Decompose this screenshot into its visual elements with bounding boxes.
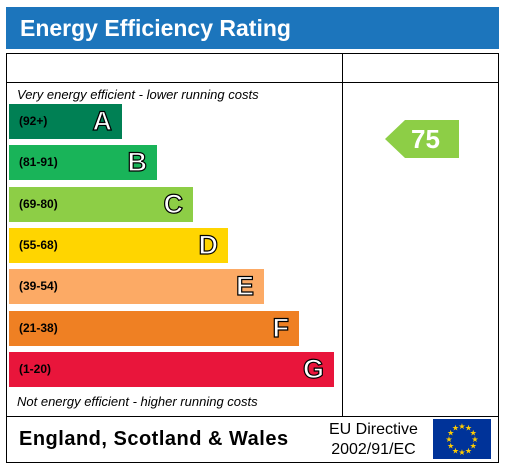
divider-bottom <box>7 416 498 417</box>
eu-star-icon: ★ <box>445 435 452 444</box>
current-rating-value: 75 <box>411 124 440 154</box>
band-letter: G <box>302 353 324 384</box>
band-letter: D <box>198 229 219 260</box>
eu-star-icon: ★ <box>470 442 477 451</box>
band-range-label: (81-91) <box>19 155 58 170</box>
eu-directive-label: EU Directive 2002/91/EC <box>329 420 418 460</box>
band-letter: B <box>127 147 148 178</box>
region-label: England, Scotland & Wales <box>19 428 289 450</box>
eu-star-icon: ★ <box>465 424 472 433</box>
eu-flag-icon: ★ ★ ★ ★ ★ ★ ★ ★ ★ ★ ★ ★ <box>433 419 491 459</box>
page-title: Energy Efficiency Rating <box>20 15 291 41</box>
eu-star-icon: ★ <box>452 446 459 455</box>
eu-star-icon: ★ <box>470 429 477 438</box>
band-letter: E <box>235 271 254 302</box>
band-f: (21-38) F <box>9 310 299 346</box>
eu-star-icon: ★ <box>471 435 478 444</box>
band-g: (1-20) G <box>9 351 334 387</box>
pointer-arrow-shape <box>385 120 459 158</box>
note-not-efficient: Not energy efficient - higher running co… <box>17 394 258 409</box>
eu-star-icon: ★ <box>458 422 465 431</box>
rating-chart-frame: Very energy efficient - lower running co… <box>6 53 499 463</box>
eu-star-icon: ★ <box>465 446 472 455</box>
band-a: (92+) A <box>9 104 122 139</box>
band-range-label: (69-80) <box>19 196 58 211</box>
band-c: (69-80) C <box>9 186 193 222</box>
eu-star-icon: ★ <box>447 429 454 438</box>
divider-top <box>7 82 498 83</box>
band-letter: A <box>92 105 113 136</box>
band-e: (39-54) E <box>9 269 264 305</box>
divider-vertical <box>342 54 343 416</box>
band-range-label: (21-38) <box>19 320 58 335</box>
eu-directive-line1: EU Directive <box>329 421 418 438</box>
note-very-efficient: Very energy efficient - lower running co… <box>17 87 259 102</box>
band-d: (55-68) D <box>9 227 228 263</box>
current-rating-pointer: 75 <box>385 120 459 158</box>
band-range-label: (55-68) <box>19 237 58 252</box>
eu-star-icon: ★ <box>447 442 454 451</box>
title-bar: Energy Efficiency Rating <box>6 7 499 49</box>
eu-directive-line2: 2002/91/EC <box>331 441 416 458</box>
band-b: (81-91) B <box>9 145 157 181</box>
band-letter: C <box>163 188 184 219</box>
band-range-label: (39-54) <box>19 279 58 294</box>
eu-star-icon: ★ <box>452 424 459 433</box>
eu-star-icon: ★ <box>458 448 465 457</box>
band-letter: F <box>272 312 290 343</box>
band-range-label: (1-20) <box>19 361 52 376</box>
band-range-label: (92+) <box>19 114 48 128</box>
